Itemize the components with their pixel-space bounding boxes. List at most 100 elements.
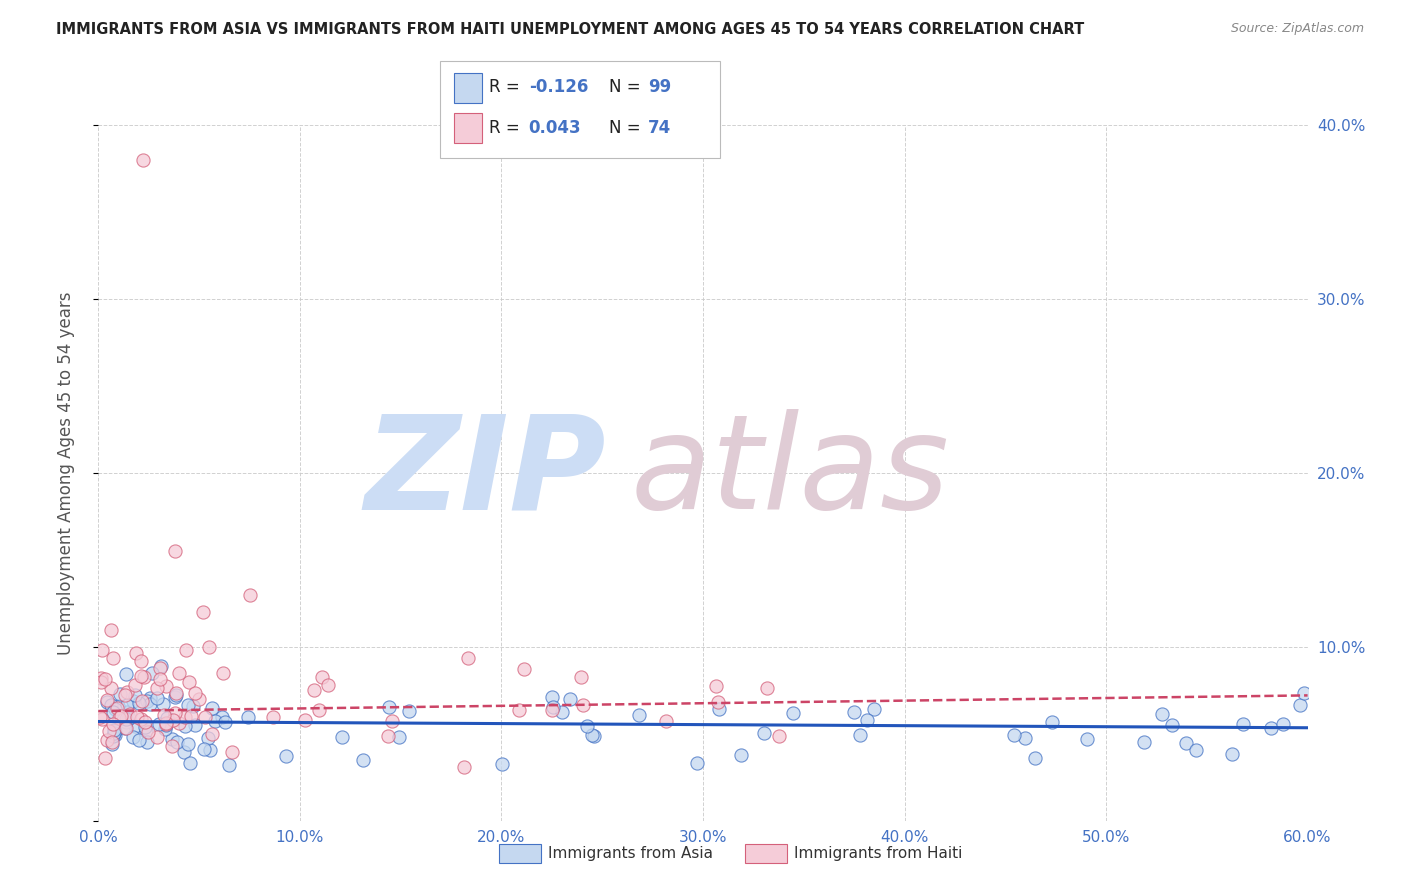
Point [107,698,129,713]
Point [569,670,592,684]
Point [330,730,353,744]
Point [551,706,574,720]
Point [100,681,122,695]
Point [101,735,124,749]
Point [101,729,124,743]
Point [139,691,162,706]
Text: R =: R = [489,119,526,136]
Point [194,709,217,723]
Point [136,694,159,708]
Point [377,699,399,714]
Point [1174,736,1197,750]
Point [188,692,211,706]
Point [128,732,150,747]
Point [352,753,374,767]
Point [90,672,112,686]
Point [540,703,562,717]
Point [707,702,730,716]
Point [388,730,411,744]
Point [1040,714,1063,729]
Point [541,690,564,705]
Point [193,605,215,619]
Point [114,721,136,735]
Point [146,681,169,695]
Point [108,687,131,701]
Point [166,735,188,749]
Point [381,714,404,728]
Point [756,681,779,695]
Point [1292,685,1315,699]
Point [163,706,186,721]
Point [176,737,198,751]
Point [1260,721,1282,735]
Point [174,719,197,733]
Point [110,709,132,723]
Point [136,735,159,749]
Text: Source: ZipAtlas.com: Source: ZipAtlas.com [1230,22,1364,36]
Point [104,728,127,742]
Point [628,707,651,722]
Text: -0.126: -0.126 [529,78,588,95]
Point [302,682,325,697]
Point [1152,706,1174,721]
Point [127,710,149,724]
Point [105,701,128,715]
Point [94,672,117,686]
Point [155,718,177,732]
Point [221,745,243,759]
Point [513,662,536,676]
Point [686,756,709,770]
Point [201,700,224,714]
Point [160,739,183,754]
Point [122,694,145,708]
Text: 74: 74 [648,119,672,136]
Point [1289,698,1312,712]
Point [575,719,598,733]
Point [1232,717,1254,731]
Text: Immigrants from Haiti: Immigrants from Haiti [794,847,963,861]
Point [704,679,727,693]
Point [101,716,124,731]
Point [453,760,475,774]
Point [94,751,117,765]
Point [1024,751,1046,765]
Y-axis label: Unemployment Among Ages 45 to 54 years: Unemployment Among Ages 45 to 54 years [56,291,75,655]
Point [177,675,200,690]
Point [768,729,790,743]
Point [1002,728,1025,742]
Point [114,688,136,702]
Point [856,713,879,727]
Point [136,724,159,739]
Point [457,650,479,665]
Point [398,705,420,719]
Point [149,659,172,673]
Point [262,710,284,724]
Point [541,699,564,714]
Point [184,717,207,731]
Point [236,710,259,724]
Point [115,684,138,698]
Point [842,705,865,719]
Text: 0.043: 0.043 [529,119,581,136]
Point [179,756,201,771]
Point [167,665,190,680]
Point [211,710,233,724]
Text: R =: R = [489,78,526,95]
Point [90,675,112,690]
Point [129,668,152,682]
Point [153,707,176,722]
Point [294,713,316,727]
Point [1184,743,1206,757]
Text: N =: N = [609,78,645,95]
Point [145,730,167,744]
Point [177,698,200,712]
Point [129,654,152,668]
Point [572,698,595,712]
Point [156,711,179,725]
Point [100,698,122,713]
Point [862,702,884,716]
Point [100,624,122,638]
Point [100,737,122,751]
Point [139,698,162,712]
Point [114,714,136,729]
